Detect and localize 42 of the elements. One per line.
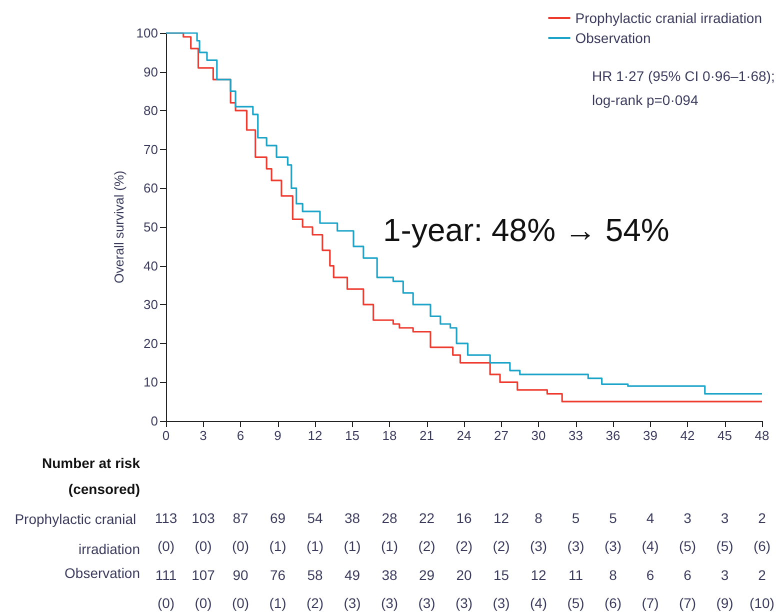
x-tick-label: 9 bbox=[274, 428, 282, 443]
text: Observation bbox=[64, 565, 140, 581]
text: (0) (0) (0) (1) (1) (1) (1) (2) (2) (2) (3) (3) (3) (4) (5) (5) (6) bbox=[157, 538, 771, 554]
y-tick-label: 80 bbox=[144, 103, 158, 118]
x-tick-label: 15 bbox=[345, 428, 360, 443]
x-tick-label: 18 bbox=[382, 428, 397, 443]
x-tick-label: 48 bbox=[754, 428, 770, 443]
annotation: 1-year: 48% → 54% bbox=[383, 212, 670, 248]
x-tick-label: 0 bbox=[162, 428, 170, 443]
legend-label: Observation bbox=[575, 30, 651, 46]
x-tick-label: 27 bbox=[494, 428, 508, 443]
annotation: HR 1·27 (95% CI 0·96–1·68); bbox=[592, 68, 775, 84]
x-tick-label: 36 bbox=[606, 428, 620, 443]
x-tick-label: 39 bbox=[643, 428, 658, 443]
x-tick-label: 30 bbox=[531, 428, 546, 443]
x-tick-label: 24 bbox=[456, 428, 472, 443]
text: Prophylactic cranial irradiation bbox=[14, 511, 140, 557]
annotation: log-rank p=0·094 bbox=[592, 92, 698, 108]
text: 111 107 90 76 58 49 38 29 20 15 12 11 8 6 6 3 2 bbox=[155, 567, 766, 583]
x-tick-label: 21 bbox=[420, 428, 434, 443]
text: (censored) bbox=[68, 481, 140, 497]
y-tick-label: 90 bbox=[144, 64, 158, 80]
y-tick-label: 70 bbox=[144, 142, 158, 157]
x-tick-label: 45 bbox=[718, 428, 732, 443]
x-tick-label: 12 bbox=[308, 428, 322, 443]
x-tick-label: 42 bbox=[680, 428, 695, 443]
y-tick-label: 50 bbox=[144, 220, 158, 234]
x-tick-label: 6 bbox=[236, 428, 244, 443]
legend-label: Prophylactic cranial irradiation bbox=[575, 10, 762, 26]
y-tick-label: 40 bbox=[144, 258, 158, 274]
x-tick-label: 33 bbox=[568, 428, 583, 443]
y-tick-label: 20 bbox=[144, 336, 158, 351]
y-tick-label: 100 bbox=[136, 26, 158, 40]
y-tick-label: 60 bbox=[144, 180, 158, 196]
text: (0) (0) (0) (1) (2) (3) (3) (3) (3) (3) (4) (5) (6) (7) (7) (9) (10) bbox=[157, 595, 774, 611]
y-axis-title: Overall survival (%) bbox=[111, 170, 126, 284]
text: Number at risk bbox=[42, 455, 140, 471]
y-tick-label: 30 bbox=[144, 297, 158, 312]
x-tick-label: 3 bbox=[200, 428, 207, 443]
y-tick-label: 10 bbox=[144, 374, 158, 390]
y-tick-label: 0 bbox=[150, 414, 158, 428]
text: 113 103 87 69 54 38 28 22 16 12 8 5 5 4 3 3 2 bbox=[154, 510, 766, 526]
